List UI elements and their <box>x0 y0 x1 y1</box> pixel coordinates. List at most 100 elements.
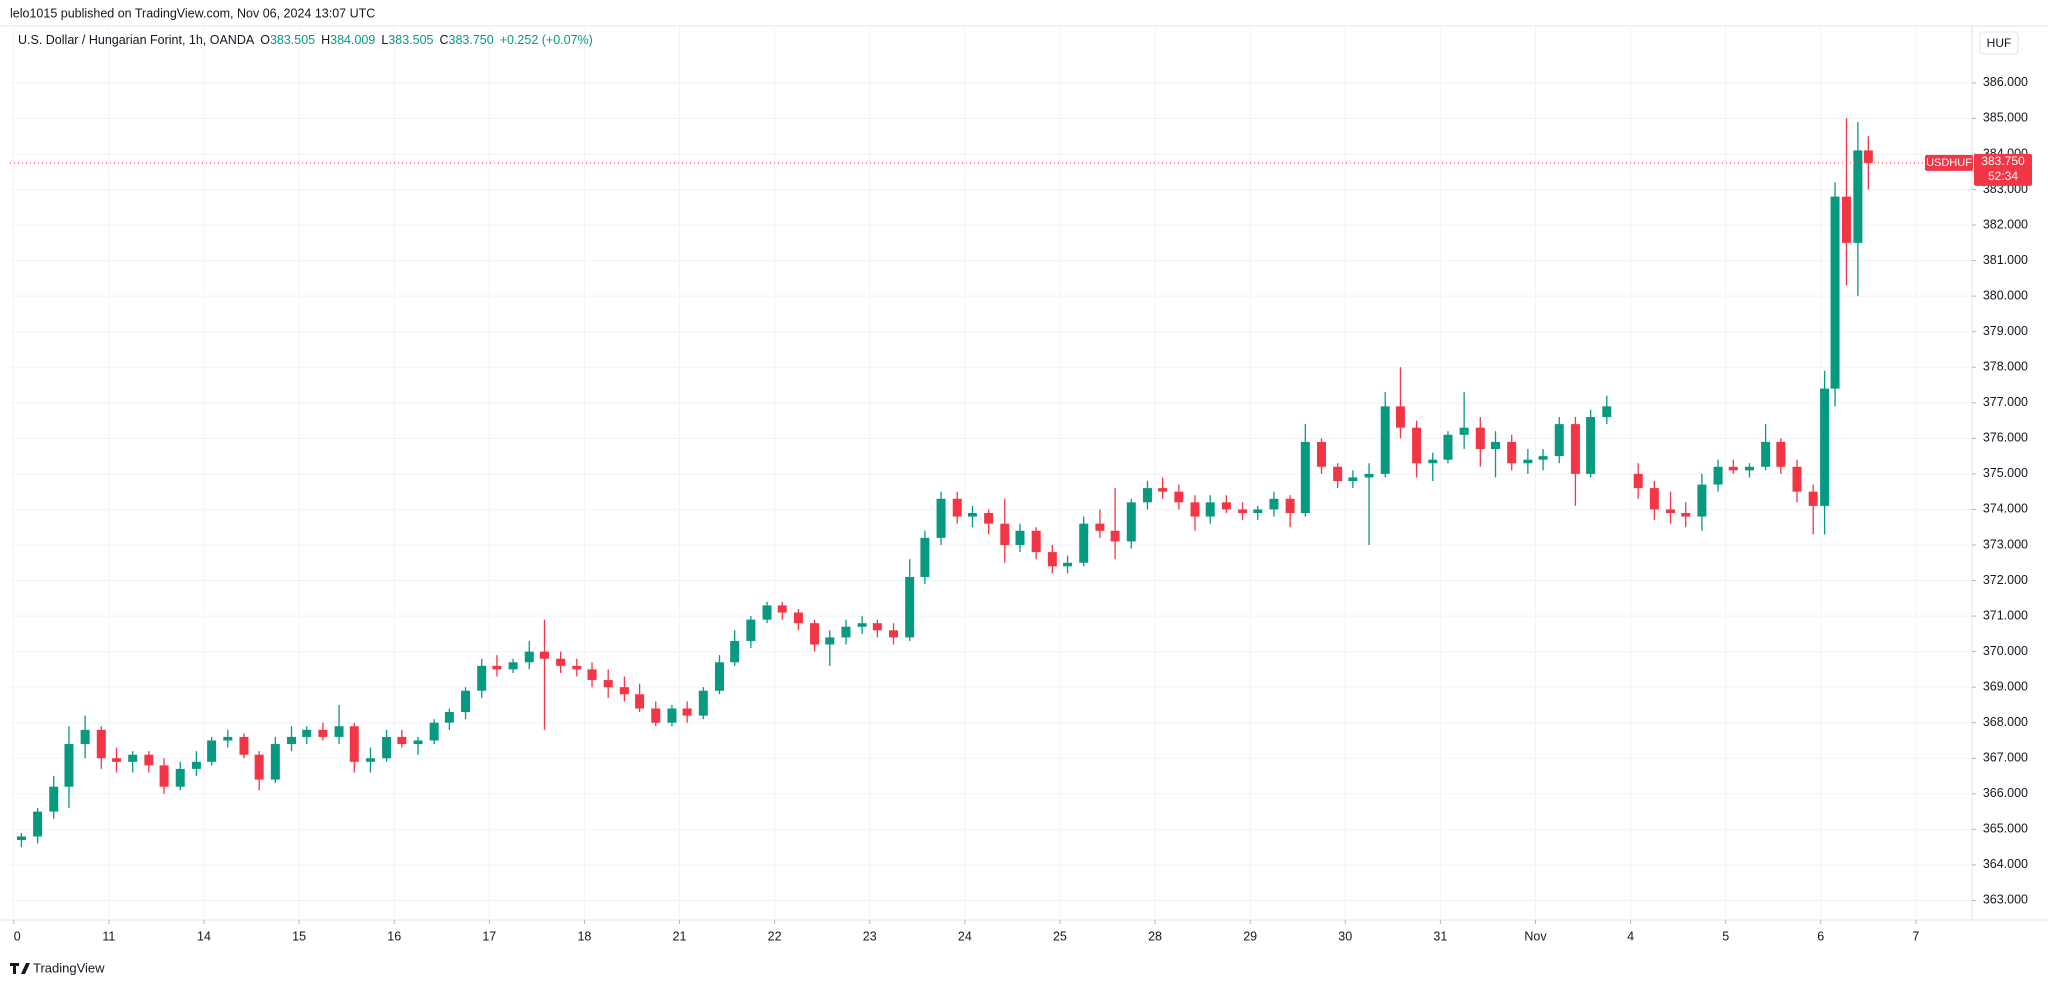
candle-body <box>1570 424 1580 474</box>
candle-body <box>1126 502 1136 542</box>
candle-body <box>936 498 946 538</box>
candle-body <box>619 687 629 695</box>
candle-body <box>825 637 835 645</box>
candle-body <box>1666 509 1676 513</box>
y-tick-label: 380.000 <box>1983 288 2028 302</box>
candle-body <box>1380 406 1390 474</box>
candle-body <box>207 740 217 762</box>
candle-body <box>746 619 756 641</box>
candle-body <box>1602 406 1612 418</box>
y-tick-label: 365.000 <box>1983 822 2028 836</box>
candle-body <box>1863 150 1873 163</box>
candle-body <box>429 722 439 741</box>
y-tick-label: 368.000 <box>1983 715 2028 729</box>
x-tick-label: 4 <box>1627 929 1634 943</box>
x-tick-label: 7 <box>1912 929 1919 943</box>
candle-body <box>397 736 407 745</box>
candle-body <box>1633 473 1643 489</box>
candle-body <box>64 744 74 787</box>
candle-body <box>651 708 661 723</box>
candle-body <box>603 680 613 688</box>
x-tick-label: 24 <box>958 929 972 943</box>
candle-body <box>508 662 518 670</box>
candle-body <box>793 612 803 624</box>
candle-body <box>287 736 297 745</box>
candle-body <box>1079 523 1089 563</box>
candle-body <box>16 836 26 841</box>
candle-body <box>539 651 549 659</box>
candle-body <box>889 630 899 638</box>
candle-body <box>587 669 597 681</box>
candle-body <box>1285 498 1295 513</box>
candle-body <box>1300 441 1310 513</box>
candle-body <box>365 758 375 762</box>
x-tick-label: Nov <box>1524 929 1547 943</box>
candle-body <box>492 665 502 670</box>
grid <box>10 26 1972 920</box>
candle-body <box>1142 488 1152 503</box>
candle-body <box>777 605 787 613</box>
candle-body <box>477 665 487 691</box>
price-tag <box>1974 153 2032 186</box>
candle-body <box>1110 530 1120 542</box>
x-tick-label: 30 <box>1338 929 1352 943</box>
y-tick-label: 371.000 <box>1983 608 2028 622</box>
brand: TradingView <box>33 960 105 975</box>
y-tick-label: 375.000 <box>1983 466 2028 480</box>
candle-body <box>1238 509 1248 513</box>
candle-body <box>1316 441 1326 467</box>
candle-body <box>191 761 201 769</box>
ohlc-key: C <box>439 33 448 47</box>
candle-body <box>872 623 882 631</box>
y-tick-label: 369.000 <box>1983 679 2028 693</box>
candle-body <box>144 754 154 766</box>
candle-body <box>318 729 328 737</box>
symbol-tag-label: USDHUF <box>1926 157 1972 169</box>
change: +0.252 (+0.07%) <box>500 33 593 47</box>
candle-body <box>762 605 772 620</box>
candle-body <box>984 512 994 524</box>
x-tick-label: 5 <box>1722 929 1729 943</box>
candle-body <box>80 729 90 745</box>
candle-body <box>1681 512 1691 517</box>
candle-body <box>857 623 867 627</box>
candle-body <box>223 736 233 741</box>
x-tick-label: 14 <box>197 929 211 943</box>
candle-body <box>1459 427 1469 435</box>
candle-body <box>1808 491 1818 506</box>
candle-body <box>1190 502 1200 517</box>
ohlc-value: 384.009 <box>330 33 375 47</box>
y-tick-label: 370.000 <box>1983 644 2028 658</box>
candle-body <box>49 786 59 812</box>
candle-body <box>382 736 392 759</box>
candle-body <box>1830 196 1840 389</box>
candle-body <box>1015 530 1025 545</box>
candle-body <box>714 662 724 691</box>
x-tick-label: 21 <box>673 929 687 943</box>
x-tick-label: 6 <box>1817 929 1824 943</box>
y-tick-label: 386.000 <box>1983 75 2028 89</box>
candle-body <box>1820 388 1830 506</box>
candle-body <box>1269 498 1279 510</box>
ohlc-key: L <box>381 33 388 47</box>
candle-body <box>239 736 249 755</box>
currency-label[interactable]: HUF <box>1987 36 2012 50</box>
candle-body <box>1586 417 1596 474</box>
candle-body <box>1253 509 1263 513</box>
candle-body <box>96 729 106 759</box>
x-tick-label: 31 <box>1433 929 1447 943</box>
candle-body <box>1841 196 1851 243</box>
candle-body <box>1000 523 1010 545</box>
currency-button[interactable] <box>1979 31 2019 55</box>
candle-body <box>1761 441 1771 467</box>
y-tick-label: 385.000 <box>1983 111 2028 125</box>
ohlc-key: H <box>321 33 330 47</box>
candle-body <box>1491 441 1501 450</box>
candle-body <box>254 754 264 780</box>
candle-body <box>1507 441 1517 464</box>
candle-body <box>1475 427 1485 450</box>
candle-body <box>33 811 43 837</box>
candle-body <box>698 690 708 716</box>
candle-body <box>1792 466 1802 492</box>
symbol-tag <box>1925 154 1973 171</box>
